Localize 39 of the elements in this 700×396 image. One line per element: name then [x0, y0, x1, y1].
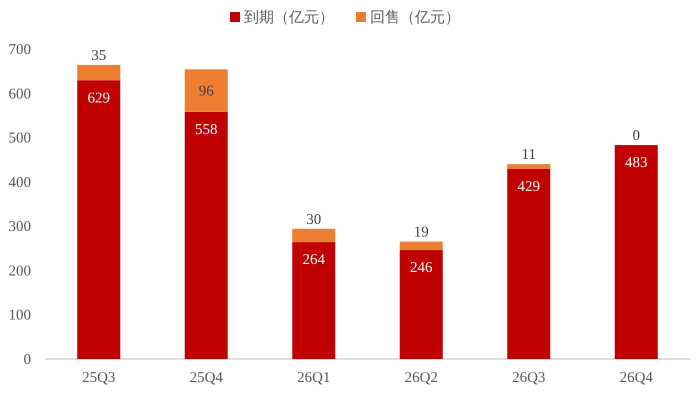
data-label: 0: [632, 128, 640, 144]
y-tick-label: 0: [24, 352, 31, 368]
bar: [184, 112, 228, 359]
bar: [400, 242, 443, 250]
x-tick-label: 26Q4: [620, 370, 654, 386]
data-label: 429: [518, 179, 540, 196]
data-label: 96: [198, 84, 214, 100]
data-label: 483: [625, 155, 648, 172]
y-tick-label: 200: [8, 263, 31, 280]
data-label: 35: [91, 48, 106, 64]
bar: [507, 169, 550, 359]
x-tick-label: 25Q3: [82, 370, 116, 386]
data-label: 558: [195, 122, 218, 138]
y-tick-label: 700: [8, 42, 31, 58]
data-label: 264: [302, 252, 326, 268]
bar: [77, 64, 120, 80]
bar: [507, 164, 550, 170]
data-label: 11: [522, 147, 536, 164]
data-label: 30: [306, 212, 322, 228]
legend-label: 到期（亿元）: [244, 9, 334, 26]
bar: [400, 250, 443, 359]
legend-label: 回售（亿元）: [370, 9, 460, 26]
bar: [292, 242, 336, 359]
y-tick-label: 400: [8, 174, 31, 191]
x-tick-label: 25Q4: [190, 370, 224, 386]
data-label: 629: [88, 90, 110, 106]
y-tick-label: 100: [8, 308, 31, 324]
x-tick-label: 26Q3: [512, 370, 546, 386]
data-label: 246: [410, 260, 433, 276]
data-label: 19: [414, 224, 429, 241]
y-tick-label: 500: [8, 130, 31, 147]
bar: [77, 80, 120, 359]
bar: [292, 228, 336, 242]
y-tick-label: 300: [8, 219, 31, 236]
x-tick-label: 26Q2: [404, 370, 438, 386]
bar: [184, 69, 228, 112]
y-tick-label: 600: [8, 86, 31, 102]
x-tick-label: 26Q1: [297, 370, 330, 386]
bar: [614, 145, 658, 359]
